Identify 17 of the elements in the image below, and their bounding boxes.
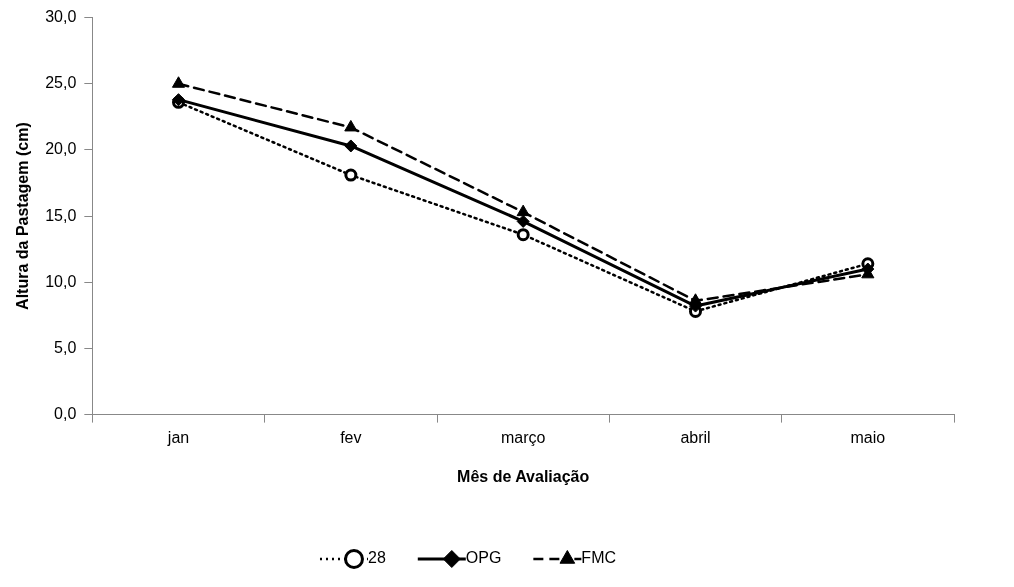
x-axis-title: Mês de Avaliação — [457, 467, 590, 485]
y-tick-label: 25,0 — [45, 74, 77, 92]
y-tick-label: 15,0 — [45, 206, 77, 224]
y-tick-label: 20,0 — [45, 140, 77, 158]
x-tick-label: abril — [680, 428, 711, 446]
y-tick-label: 0,0 — [54, 405, 77, 423]
x-tick-label: jan — [166, 428, 190, 446]
x-tick-label: março — [500, 428, 546, 446]
x-tick-label: maio — [850, 428, 886, 446]
legend-label: 28 — [367, 549, 386, 567]
y-tick-label: 30,0 — [45, 8, 77, 26]
legend-label: OPG — [465, 549, 502, 567]
legend-label: FMC — [581, 549, 617, 567]
y-tick-label: 5,0 — [54, 338, 77, 356]
x-tick-label: fev — [340, 428, 362, 446]
y-tick-label: 10,0 — [45, 272, 77, 290]
y-axis-title: Altura da Pastagem (cm) — [14, 122, 32, 310]
